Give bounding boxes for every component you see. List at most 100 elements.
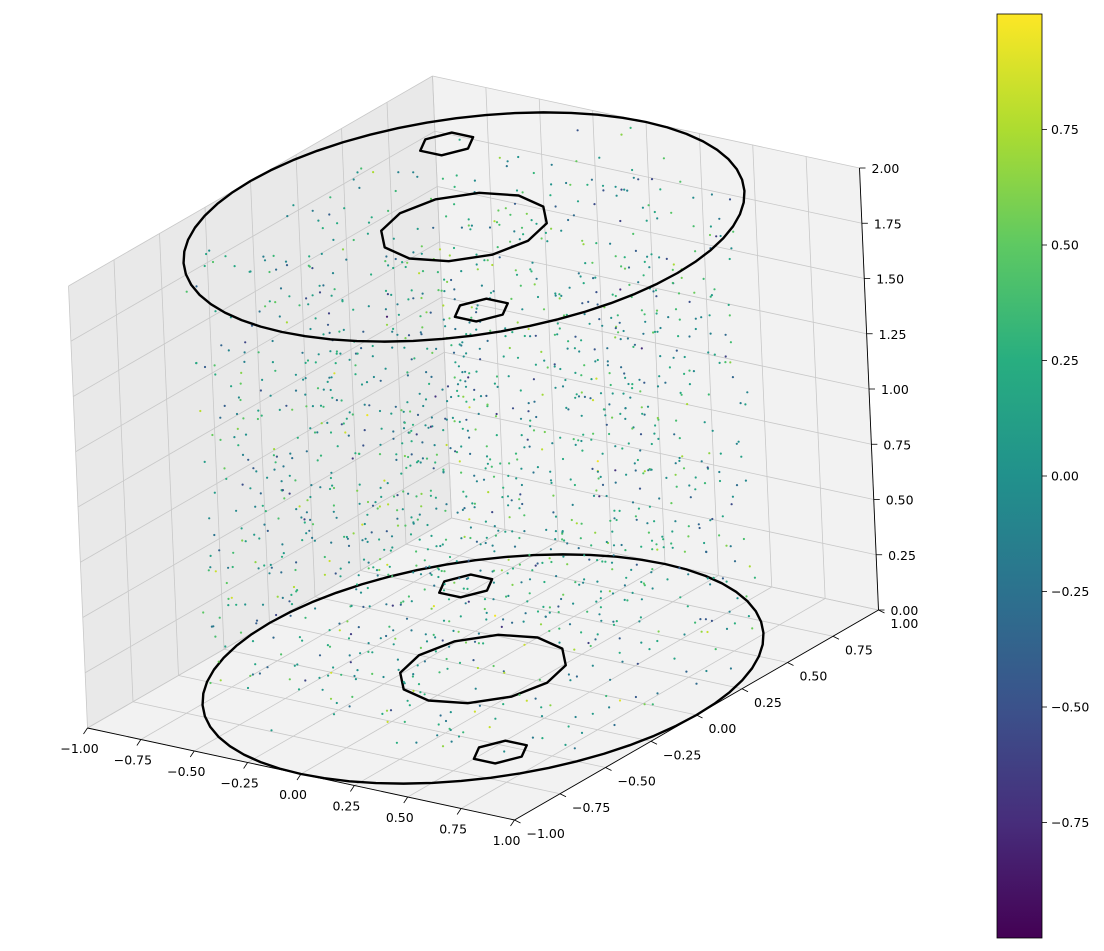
scatter-point bbox=[530, 270, 533, 273]
scatter-point bbox=[348, 705, 351, 708]
scatter-point bbox=[586, 610, 589, 613]
scatter-point bbox=[505, 165, 508, 168]
scatter-point bbox=[209, 554, 212, 558]
scatter-point bbox=[345, 535, 348, 539]
scatter-point bbox=[521, 502, 524, 506]
scatter-point bbox=[472, 659, 475, 662]
scatter-point bbox=[435, 545, 438, 548]
scatter-point bbox=[290, 603, 294, 606]
scatter-point bbox=[218, 549, 221, 552]
scatter-point bbox=[590, 178, 594, 181]
scatter-point bbox=[566, 347, 569, 350]
scatter-point bbox=[518, 498, 521, 501]
scatter-point bbox=[468, 436, 471, 439]
scatter-point bbox=[622, 329, 625, 333]
scatter-point bbox=[634, 515, 638, 518]
scatter-point bbox=[528, 445, 531, 448]
scatter-point bbox=[250, 324, 254, 327]
y-tick-mark bbox=[514, 819, 521, 824]
scatter-point bbox=[488, 226, 492, 229]
scatter-point bbox=[588, 322, 591, 325]
scatter-point bbox=[473, 640, 477, 643]
scatter-point bbox=[290, 593, 293, 597]
scatter-point bbox=[396, 303, 399, 306]
scatter-point bbox=[567, 340, 570, 343]
grid-line bbox=[314, 596, 743, 690]
scatter-point bbox=[477, 642, 480, 645]
scatter-point bbox=[626, 189, 629, 192]
scatter-point bbox=[614, 185, 617, 188]
scatter-point bbox=[674, 308, 678, 311]
scatter-point bbox=[419, 331, 422, 334]
scatter-point bbox=[328, 559, 331, 563]
scatter-point bbox=[434, 395, 437, 398]
scatter-point bbox=[485, 394, 488, 397]
scatter-point bbox=[595, 600, 598, 603]
scatter-point bbox=[457, 735, 461, 738]
scatter-point bbox=[614, 469, 617, 472]
scatter-point bbox=[577, 395, 581, 398]
x-tick-mark bbox=[83, 727, 88, 735]
scatter-point bbox=[412, 171, 415, 174]
scatter-point bbox=[264, 510, 267, 513]
scatter-point bbox=[567, 408, 570, 411]
scatter-point bbox=[623, 598, 626, 602]
scatter-point bbox=[351, 695, 354, 699]
scatter-point bbox=[599, 606, 603, 609]
scatter-point bbox=[370, 216, 373, 219]
scatter-point bbox=[735, 442, 738, 445]
scatter-point bbox=[735, 484, 739, 487]
scatter-point bbox=[407, 455, 410, 459]
scatter-point bbox=[366, 586, 369, 590]
scatter-point bbox=[426, 523, 429, 527]
scatter-point bbox=[288, 474, 291, 477]
scatter-point bbox=[643, 470, 646, 473]
scatter-point bbox=[601, 560, 604, 563]
scatter-point bbox=[462, 395, 465, 398]
scatter-point bbox=[272, 454, 275, 457]
scatter-point bbox=[642, 274, 645, 277]
scatter-point bbox=[385, 530, 388, 533]
scatter-point bbox=[383, 548, 386, 551]
scatter-point bbox=[375, 569, 379, 572]
scatter-point bbox=[731, 376, 735, 379]
scatter-point bbox=[294, 568, 297, 572]
scatter-point bbox=[581, 302, 584, 305]
scatter-point bbox=[418, 272, 421, 275]
scatter-point bbox=[513, 545, 517, 548]
grid-line bbox=[295, 154, 316, 597]
scatter-point bbox=[438, 671, 441, 674]
z-tick-label: 1.50 bbox=[876, 272, 904, 287]
scatter-point bbox=[379, 637, 382, 640]
scatter-point bbox=[640, 309, 644, 312]
scatter-point bbox=[475, 263, 478, 266]
scatter-point bbox=[580, 522, 583, 525]
scatter-point bbox=[344, 431, 347, 434]
scatter-point bbox=[385, 634, 388, 638]
scatter-point bbox=[594, 531, 597, 534]
scatter-point bbox=[751, 627, 754, 630]
scatter-point bbox=[635, 563, 638, 566]
scatter-point bbox=[397, 668, 400, 672]
scatter-point bbox=[461, 341, 464, 344]
colorbar-tick-label: 0.00 bbox=[1051, 469, 1079, 484]
x-tick-mark bbox=[350, 785, 355, 792]
scatter-point bbox=[656, 548, 659, 551]
scatter-point bbox=[384, 289, 388, 292]
scatter-point bbox=[620, 366, 623, 369]
scatter-point bbox=[640, 406, 643, 409]
scatter-point bbox=[507, 504, 510, 507]
scatter-point bbox=[478, 347, 481, 350]
scatter-point bbox=[483, 598, 487, 601]
scatter-point bbox=[244, 603, 247, 606]
scatter-point bbox=[273, 468, 276, 471]
scatter-point bbox=[708, 233, 712, 237]
scatter-point bbox=[629, 126, 632, 129]
scatter-point bbox=[218, 616, 221, 619]
scatter-point bbox=[558, 293, 561, 296]
scatter-point bbox=[729, 341, 733, 344]
scatter-point bbox=[225, 477, 228, 480]
scatter-point bbox=[223, 404, 226, 407]
scatter-point bbox=[638, 620, 641, 623]
scatter-point bbox=[240, 371, 243, 374]
